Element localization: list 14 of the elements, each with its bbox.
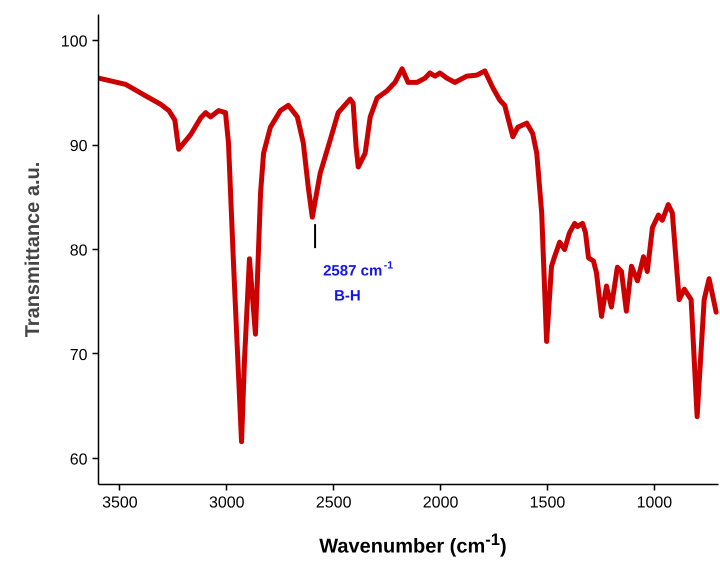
y-tick-label: 100 (60, 34, 88, 51)
x-tick-label: 2000 (422, 494, 458, 512)
x-tick-label: 2500 (316, 494, 352, 512)
y-tick-label: 70 (70, 346, 88, 364)
annotation: B-H (334, 288, 361, 305)
x-tick-label: 3000 (208, 494, 245, 512)
x-tick-label: 1500 (530, 494, 566, 512)
y-tick-label: 60 (70, 451, 88, 468)
y-tick-label: 80 (70, 242, 88, 260)
x-tick-label: 3500 (102, 494, 138, 512)
x-axis-title: Wavenumber (cm$^{-1}$) (318, 529, 508, 558)
y-axis-title: Transmittance a.u. (22, 162, 44, 338)
x-tick-label: 1000 (636, 494, 672, 512)
y-tick-label: 90 (70, 138, 88, 156)
